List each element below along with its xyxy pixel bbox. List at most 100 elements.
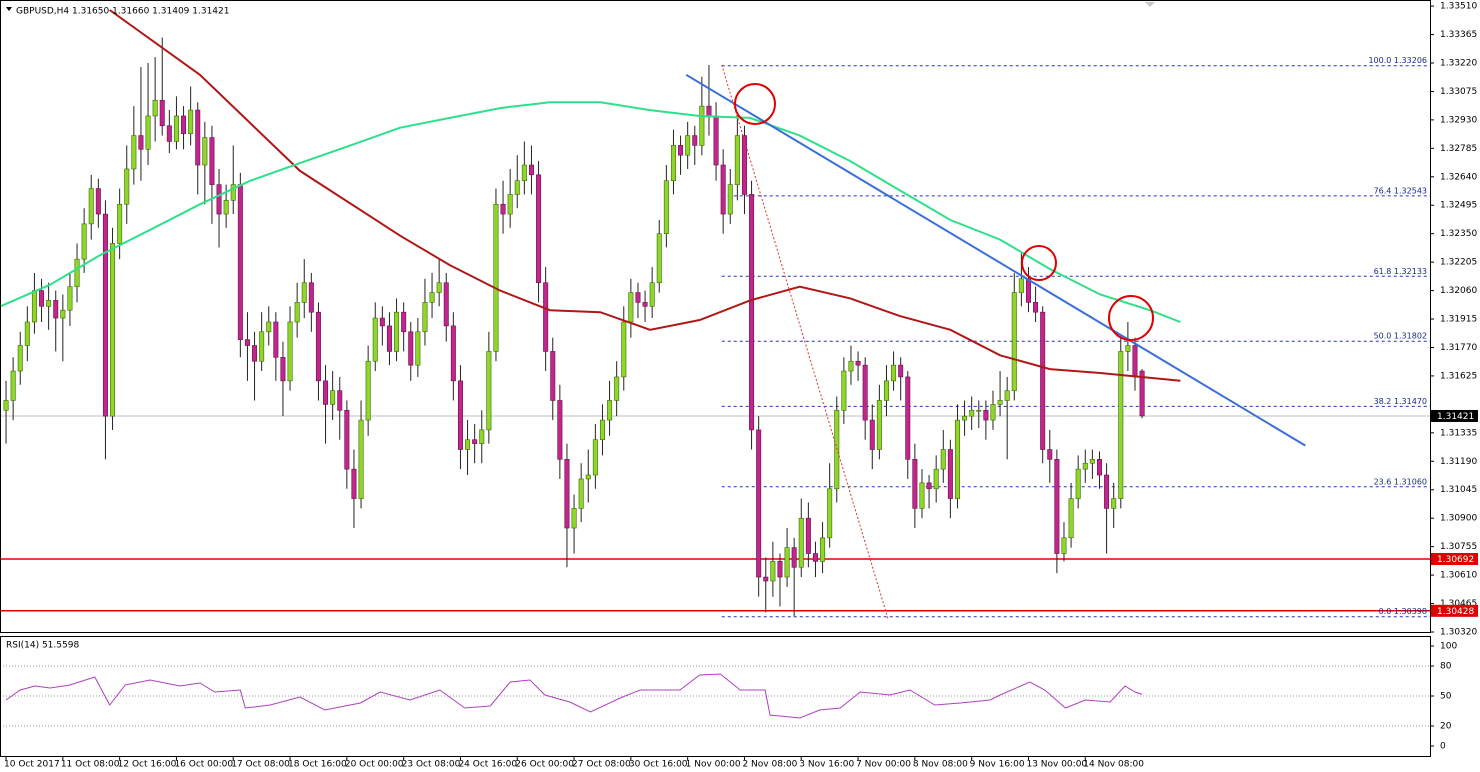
candle-body (514, 180, 520, 195)
fib-label: 0.0 1.30398 (1379, 607, 1427, 616)
candle-body (990, 404, 996, 421)
candle-body (31, 290, 37, 323)
candle-body (855, 360, 861, 366)
highlight-circle (734, 83, 776, 125)
shift-marker (1145, 2, 1155, 7)
candle-body (173, 115, 179, 142)
candle-body (962, 415, 968, 421)
current-price-label: 1.31421 (1437, 412, 1474, 422)
candle-body (805, 517, 811, 554)
candle-body (898, 364, 904, 378)
candle-body (947, 449, 953, 499)
candle-body (479, 429, 485, 444)
x-tick-label: 9 Nov 16:00 (970, 760, 1025, 770)
candle-body (905, 376, 911, 460)
candle-body (408, 331, 414, 366)
price-panel-frame (0, 0, 1431, 633)
candle-body (784, 547, 790, 578)
candle-body (507, 194, 513, 215)
candle-body (912, 459, 918, 509)
support-label: 1.30428 (1437, 607, 1474, 617)
candle-body (88, 188, 94, 225)
candle-body (1132, 345, 1138, 378)
candle-body (465, 439, 471, 450)
rsi-line (5, 673, 1143, 719)
overlay-line (685, 73, 1306, 447)
candle-body (699, 105, 705, 146)
candle-body (273, 321, 279, 358)
candle-body (237, 184, 243, 340)
candle-body (749, 194, 755, 431)
candle-body (628, 292, 634, 323)
candle-body (493, 203, 499, 352)
candle-body (642, 302, 648, 307)
candle-body (209, 137, 215, 185)
support-label-box (1431, 553, 1478, 566)
y-tick-label: 1.30610 (1440, 571, 1477, 581)
candle-body (571, 508, 577, 529)
y-tick-label: 1.33365 (1440, 30, 1477, 40)
candle-body (770, 561, 776, 582)
candle-body (734, 135, 740, 185)
candle-body (67, 286, 73, 311)
candle-body (777, 561, 783, 578)
candle-body (457, 380, 463, 450)
candle-body (138, 135, 144, 150)
y-tick-label: 1.32205 (1440, 258, 1477, 268)
x-tick-label: 20 Oct 00:00 (345, 760, 404, 770)
candle-body (181, 115, 187, 134)
fib-label: 100.0 1.33206 (1368, 56, 1427, 65)
rsi-title: RSI(14) 51.5598 (6, 641, 79, 651)
y-tick-label: 1.30755 (1440, 542, 1477, 552)
candle-body (230, 184, 236, 201)
x-tick-label: 12 Oct 16:00 (118, 760, 177, 770)
x-tick-label: 16 Oct 00:00 (174, 760, 233, 770)
candle-body (500, 203, 506, 215)
candle-body (429, 292, 435, 303)
candle-body (351, 468, 357, 499)
candle-body (95, 188, 101, 215)
candle-body (599, 419, 605, 441)
x-tick-label: 26 Oct 00:00 (515, 760, 574, 770)
candle-body (656, 233, 662, 284)
candle-body (635, 292, 641, 303)
candle-body (521, 164, 527, 182)
candle-body (301, 282, 307, 303)
candle-body (692, 135, 698, 146)
candle-body (450, 325, 456, 382)
y-tick-label: 1.31625 (1440, 371, 1477, 381)
candle-body (46, 300, 52, 307)
fib-label: 38.2 1.31470 (1374, 397, 1427, 406)
x-tick-label: 8 Nov 08:00 (913, 760, 968, 770)
x-tick-label: 14 Nov 08:00 (1083, 760, 1144, 770)
x-tick-label: 13 Nov 00:00 (1026, 760, 1087, 770)
candle-body (195, 109, 201, 166)
candle-body (1061, 537, 1067, 554)
candle-body (323, 380, 329, 405)
candle-body (536, 174, 542, 284)
candle-body (983, 409, 989, 421)
candle-body (81, 223, 87, 260)
fib-label: 50.0 1.31802 (1374, 332, 1427, 341)
x-tick-label: 18 Oct 16:00 (288, 760, 347, 770)
y-tick-label: 1.32640 (1440, 172, 1477, 182)
y-tick-label: 80 (1440, 662, 1452, 672)
candle-body (223, 200, 229, 215)
candle-body (394, 311, 400, 352)
candle-body (1096, 459, 1102, 476)
candle-body (969, 409, 975, 417)
candle-body (876, 400, 882, 450)
candle-body (1011, 292, 1017, 391)
candle-body (202, 137, 208, 166)
candle-body (685, 135, 691, 156)
candle-body (862, 364, 868, 421)
candle-body (216, 184, 222, 215)
candle-body (713, 115, 719, 166)
candle-body (798, 517, 804, 568)
overlay-line (721, 64, 889, 619)
candle-body (287, 321, 293, 382)
candle-body (1068, 498, 1074, 539)
support-label-box (1431, 604, 1478, 617)
x-tick-label: 27 Oct 08:00 (572, 760, 631, 770)
